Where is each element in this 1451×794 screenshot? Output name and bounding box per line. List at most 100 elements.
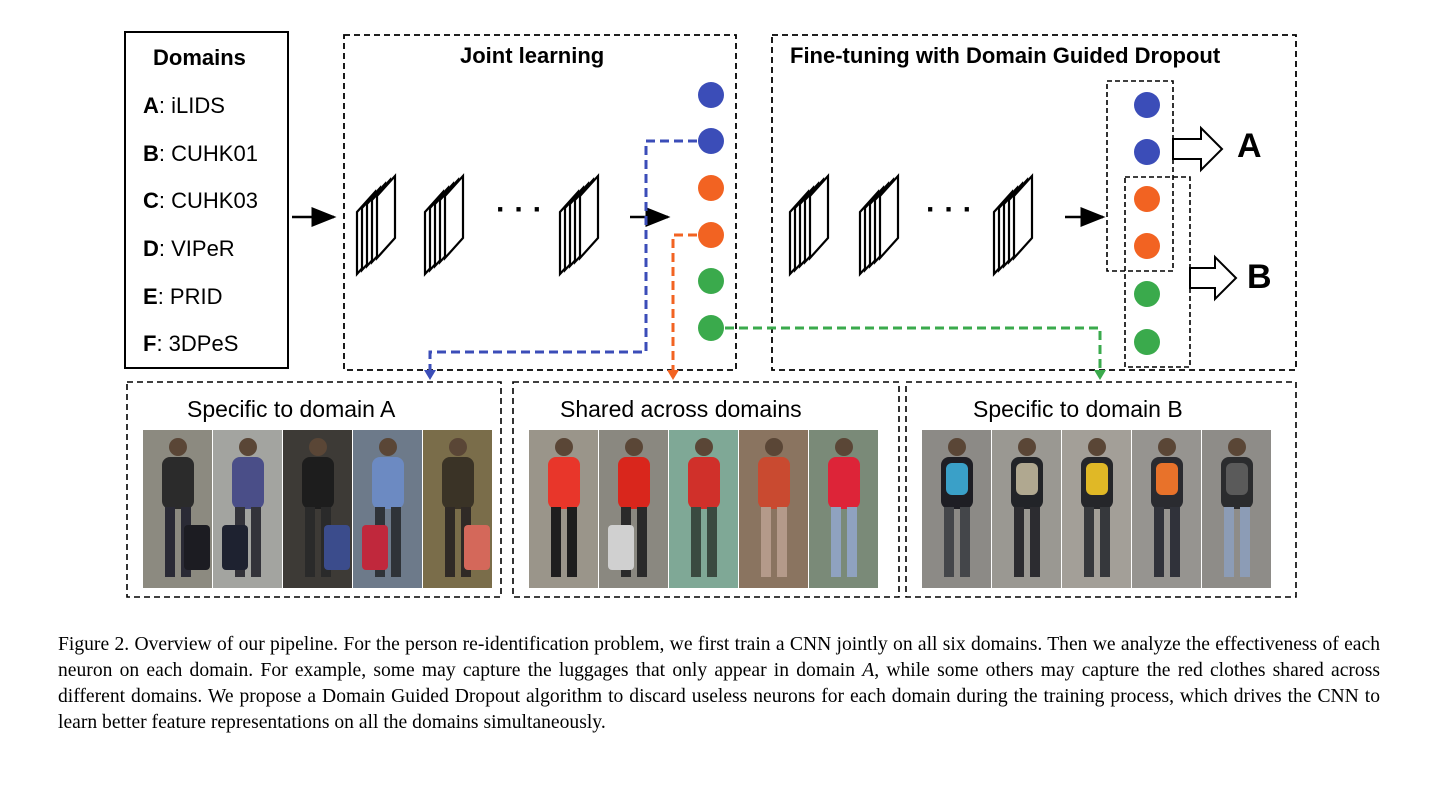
output-label-b: B [1247,258,1272,296]
luggage [362,525,388,570]
domain-row-a: A: iLIDS [143,93,225,119]
person-head [1158,438,1176,456]
feature-map-layer [443,173,465,261]
joint-learning-title: Joint learning [460,43,605,68]
fine-neuron-green-1 [1134,281,1160,307]
person-head [835,438,853,456]
person-leg [1084,507,1094,577]
person-torso [618,457,650,509]
domains-box [124,31,289,369]
joint-neuron-green-2 [698,315,724,341]
backpack [1016,463,1038,495]
person-leg [847,507,857,577]
person-leg [637,507,647,577]
person-head [948,438,966,456]
domain-name: : CUHK03 [158,188,258,213]
panel-specific-b [905,381,1297,598]
person-leg [960,507,970,577]
domain-name: : CUHK01 [158,141,258,166]
domain-row-b: B: CUHK01 [143,141,258,167]
joint-feature-maps [355,173,600,277]
person-torso [232,457,264,509]
fine-neurons [1134,92,1160,355]
person-torso [442,457,474,509]
caption-part-2: , while some others may capture the red … [58,660,1380,733]
domains-title: Domains [153,45,246,70]
blue-connector-head [424,370,436,380]
person-leg [1170,507,1180,577]
caption-part-1: Figure 2. Overview of our pipeline. For … [58,634,1380,681]
person-leg [1154,507,1164,577]
person-leg [831,507,841,577]
fine-tuning-box [771,34,1297,371]
person-torso [828,457,860,509]
joint-neuron-blue-2 [698,128,724,154]
person-leg [567,507,577,577]
feature-map-layer [878,173,900,261]
panel-title-shared: Shared across domains [560,396,802,422]
domain-letter: F [143,331,157,356]
blue-connector [428,139,697,372]
person-leg [391,507,401,577]
person-leg [445,507,455,577]
pipeline-figure [124,31,1297,598]
person-leg [777,507,787,577]
person-leg [251,507,261,577]
panel-specific-a [126,381,502,598]
fine-neuron-blue-1 [1134,92,1160,118]
luggage [464,525,490,570]
fine-tuning-title: Fine-tuning with Domain Guided Dropout [790,43,1221,68]
person-head [555,438,573,456]
output-arrow-a [1172,125,1224,173]
person-leg [691,507,701,577]
luggage [184,525,210,570]
domain-name: : VIPeR [158,236,235,261]
person-head [449,438,467,456]
photos-specific-b [922,430,1271,588]
person-head [1088,438,1106,456]
luggage [324,525,350,570]
fine-neuron-blue-2 [1134,139,1160,165]
person-leg [551,507,561,577]
person-leg [1224,507,1234,577]
person-torso [162,457,194,509]
person-leg [1240,507,1250,577]
domain-letter: C [143,188,159,213]
backpack [1086,463,1108,495]
person-torso [758,457,790,509]
domain-row-d: D: VIPeR [143,236,235,262]
person-leg [707,507,717,577]
output-arrow-b [1189,254,1238,302]
figure-caption: Figure 2. Overview of our pipeline. For … [58,632,1380,736]
person-leg [165,507,175,577]
panel-shared [512,381,900,598]
domain-name: : PRID [157,284,223,309]
feature-map-layer [578,173,600,261]
person-head [169,438,187,456]
domain-letter: B [143,141,159,166]
joint-neurons [698,82,724,341]
person-torso [548,457,580,509]
person-leg [1100,507,1110,577]
output-label-a: A [1237,127,1262,165]
person-torso [688,457,720,509]
domain-name: : iLIDS [158,93,225,118]
orange-connector-head [667,370,679,380]
person-head [239,438,257,456]
person-leg [944,507,954,577]
green-connector [725,326,1102,372]
person-head [379,438,397,456]
panel-title-specific-a: Specific to domain A [187,396,396,422]
domain-row-e: E: PRID [143,284,222,310]
feature-map-layer [375,173,397,261]
feature-map-layer [808,173,830,261]
fine-neuron-orange-1 [1134,186,1160,212]
person-leg [1030,507,1040,577]
luggage [608,525,634,570]
person-head [695,438,713,456]
joint-neuron-blue-1 [698,82,724,108]
person-leg [761,507,771,577]
joint-neuron-green-1 [698,268,724,294]
backpack [1226,463,1248,495]
domain-letter: D [143,236,159,261]
